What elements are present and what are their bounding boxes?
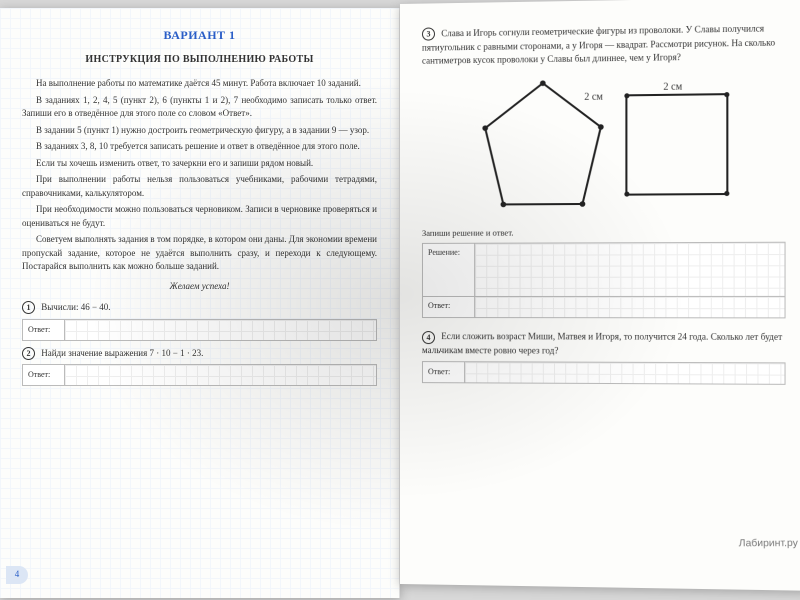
instr-p6: При выполнении работы нельзя пользоватьс… xyxy=(22,173,377,200)
answer-label: Ответ: xyxy=(23,365,65,385)
variant-title: ВАРИАНТ 1 xyxy=(22,26,377,44)
instr-p8: Советуем выполнять задания в том порядке… xyxy=(22,233,377,274)
answer-label: Ответ: xyxy=(423,362,465,382)
answer-box-1[interactable]: Ответ: xyxy=(22,319,377,341)
task-number-badge: 4 xyxy=(422,331,435,344)
answer-cells[interactable] xyxy=(65,365,376,385)
task-4-text: Если сложить возраст Миши, Матвея и Игор… xyxy=(422,331,782,355)
instr-p3: В задании 5 (пункт 1) нужно достроить ге… xyxy=(22,124,377,138)
task-3: 3 Слава и Игорь согнули геометрические ф… xyxy=(422,22,786,68)
instr-p4: В заданиях 3, 8, 10 требуется записать р… xyxy=(22,140,377,154)
page-right: 3 Слава и Игорь согнули геометрические ф… xyxy=(400,0,800,591)
task-3-text: Слава и Игорь согнули геометрические фиг… xyxy=(422,23,775,65)
answer-label: Ответ: xyxy=(23,320,65,340)
instr-p7: При необходимости можно пользоваться чер… xyxy=(22,203,377,230)
task-number-badge: 1 xyxy=(22,301,35,314)
good-luck-wish: Желаем успеха! xyxy=(22,280,377,294)
square-shape: 2 см xyxy=(625,93,728,196)
pentagon-shape: 2 см xyxy=(477,74,609,216)
task-number-badge: 3 xyxy=(422,28,435,41)
instr-p2: В заданиях 1, 2, 4, 5 (пункт 2), 6 (пунк… xyxy=(22,94,377,121)
pentagon-dim-label: 2 см xyxy=(584,89,603,104)
answer-cells[interactable] xyxy=(475,297,784,317)
solution-box-3[interactable]: Решение: Ответ: xyxy=(422,242,786,319)
square-dim-label: 2 см xyxy=(663,79,682,94)
answer-box-2[interactable]: Ответ: xyxy=(22,364,377,386)
instructions-title: ИНСТРУКЦИЯ ПО ВЫПОЛНЕНИЮ РАБОТЫ xyxy=(22,52,377,67)
instr-p1: На выполнение работы по математике даётс… xyxy=(22,77,377,91)
answer-cells[interactable] xyxy=(465,362,784,384)
task-1-text: Вычисли: 46 − 40. xyxy=(41,302,110,312)
watermark-text: Лабиринт.ру xyxy=(739,536,798,552)
task-number-badge: 2 xyxy=(22,347,35,360)
task-4: 4 Если сложить возраст Миши, Матвея и Иг… xyxy=(422,330,786,385)
solution-label: Решение: xyxy=(423,244,475,296)
figure-shapes: 2 см 2 см xyxy=(422,71,786,216)
page-number: 4 xyxy=(6,566,28,584)
answer-box-4[interactable]: Ответ: xyxy=(422,361,786,385)
task-2: 2 Найди значение выражения 7 · 10 − 1 · … xyxy=(22,347,377,387)
instr-p5: Если ты хочешь изменить ответ, то зачерк… xyxy=(22,157,377,171)
answer-label: Ответ: xyxy=(423,297,475,317)
task-2-text: Найди значение выражения 7 · 10 − 1 · 23… xyxy=(41,348,203,358)
answer-cells[interactable] xyxy=(65,320,376,340)
page-left: ВАРИАНТ 1 ИНСТРУКЦИЯ ПО ВЫПОЛНЕНИЮ РАБОТ… xyxy=(0,8,400,598)
task-3-prompt: Запиши решение и ответ. xyxy=(422,225,786,239)
solution-cells[interactable] xyxy=(475,243,784,296)
task-1: 1 Вычисли: 46 − 40. Ответ: xyxy=(22,301,377,341)
book-spread: ВАРИАНТ 1 ИНСТРУКЦИЯ ПО ВЫПОЛНЕНИЮ РАБОТ… xyxy=(0,0,800,600)
